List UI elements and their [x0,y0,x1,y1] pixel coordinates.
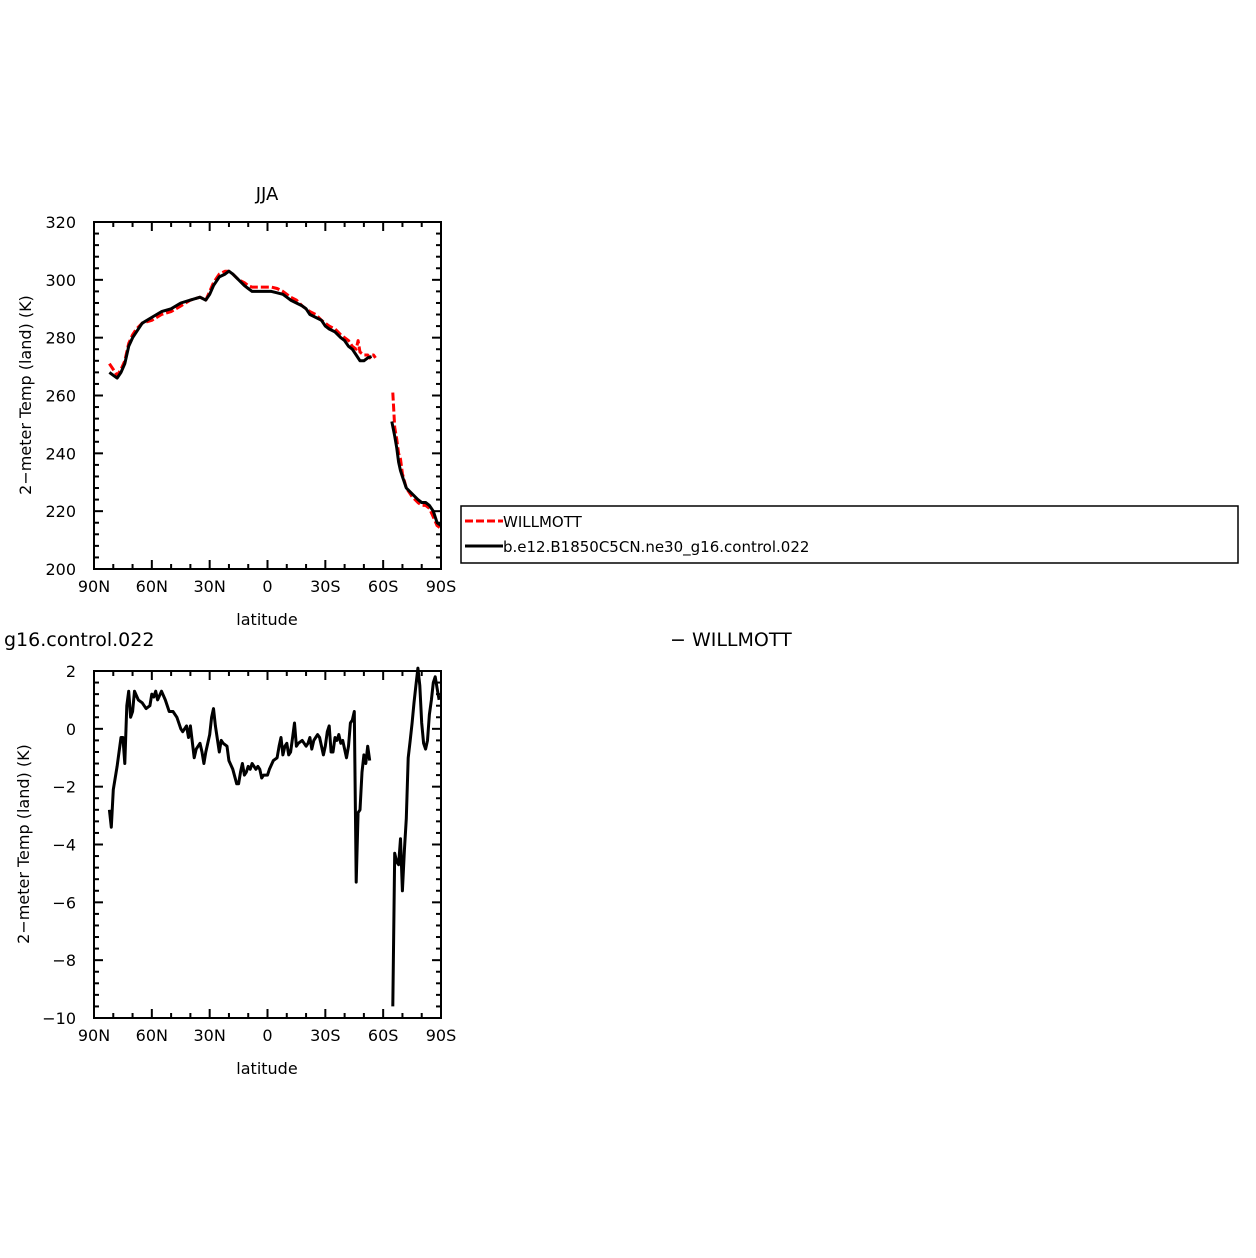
top-x-tick-label: 90S [426,577,457,596]
bottom-x-ticks: 90N 60N 30N 0 30S 60S 90S [78,671,456,1045]
top-x-ticks: 90N 60N 30N 0 30S 60S 90S [78,222,456,596]
bottom-y-ticks: −10 −8 −6 −4 −2 0 2 [42,662,441,1028]
legend-label-willmott: WILLMOTT [503,513,583,531]
legend-label-model: b.e12.B1850C5CN.ne30_g16.control.022 [503,538,809,557]
bottom-x-axis-label: latitude [236,1059,297,1078]
top-x-tick-label: 30N [194,577,226,596]
top-series-1-segment-0 [108,269,373,380]
top-series-0-segment-1 [391,392,442,530]
bottom-x-tick-label: 60N [136,1026,168,1045]
top-y-tick-label: 200 [45,560,76,579]
top-x-tick-label: 90N [78,577,110,596]
top-y-tick-label: 320 [45,213,76,232]
top-title: JJA [255,184,279,205]
bottom-x-tick-label: 30N [194,1026,226,1045]
top-y-tick-label: 240 [45,444,76,463]
top-series [108,269,442,530]
bottom-series-0-segment-0 [107,689,372,884]
legend-box [460,505,1239,564]
bottom-y-tick-label: −2 [52,778,76,797]
bottom-y-tick-label: 2 [66,662,76,681]
top-y-tick-label: 280 [45,329,76,348]
top-panel: JJA 90N 60N 30N 0 30S 60S 90S 200 220 240 260 280 3… [16,184,456,629]
top-x-tick-label: 60S [368,577,399,596]
bottom-panel: g16.control.022 − WILLMOTT 90N 60N 30N 0 30S… [4,629,792,1078]
top-series-1-segment-1 [390,421,442,527]
top-plot-frame [93,221,442,570]
top-series-0-segment-0 [108,269,377,377]
bottom-x-tick-label: 0 [262,1026,272,1045]
bottom-title-right: − WILLMOTT [670,629,792,651]
bottom-title: g16.control.022 [4,629,154,651]
bottom-x-tick-label: 90S [426,1026,457,1045]
bottom-x-tick-label: 90N [78,1026,110,1045]
legend: WILLMOTT b.e12.B1850C5CN.ne30_g16.contro… [460,505,1239,564]
top-y-tick-label: 220 [45,502,76,521]
bottom-y-tick-label: −8 [52,951,76,970]
top-y-ticks: 200 220 240 260 280 300 320 [45,213,441,579]
top-x-tick-label: 0 [262,577,272,596]
bottom-y-tick-label: −6 [52,893,76,912]
bottom-y-tick-label: −4 [52,836,76,855]
bottom-plot-frame [93,670,442,1019]
bottom-x-tick-label: 60S [368,1026,399,1045]
bottom-series [107,666,441,1007]
bottom-y-tick-label: 0 [66,720,76,739]
bottom-x-tick-label: 30S [310,1026,341,1045]
bottom-y-axis-label: 2−meter Temp (land) (K) [14,744,33,944]
top-x-axis-label: latitude [236,610,297,629]
top-y-tick-label: 300 [45,271,76,290]
top-x-tick-label: 60N [136,577,168,596]
bottom-y-tick-label: −10 [42,1009,76,1028]
bottom-series-0-segment-1 [391,666,441,1007]
top-x-tick-label: 30S [310,577,341,596]
top-y-tick-label: 260 [45,387,76,406]
top-y-axis-label: 2−meter Temp (land) (K) [16,295,35,495]
